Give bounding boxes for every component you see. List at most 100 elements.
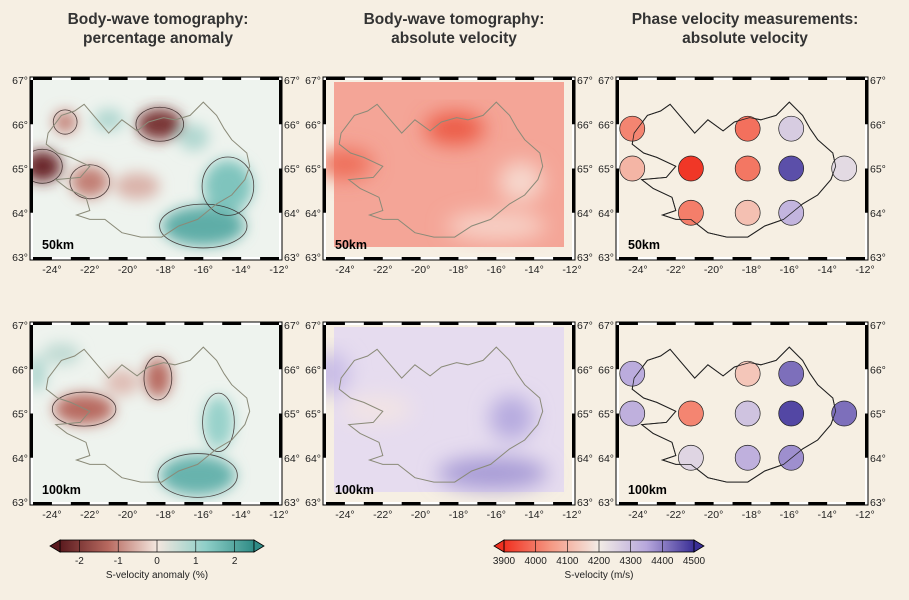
latitude-tick-label: 66° xyxy=(284,119,300,131)
latitude-tick-label: 66° xyxy=(12,119,28,131)
column-title-line2: percentage anomaly xyxy=(83,30,233,47)
phase-velocity-circle xyxy=(678,155,704,182)
latitude-tick-label: 65° xyxy=(284,409,300,421)
frame-tick xyxy=(572,325,575,370)
frame-tick xyxy=(279,80,282,125)
latitude-tick-label: 64° xyxy=(284,453,300,465)
colorbar-min-arrow xyxy=(493,539,505,553)
latitude-tick-label: 63° xyxy=(577,497,593,509)
frame-tick xyxy=(619,322,638,325)
frame-tick xyxy=(222,502,242,505)
depth-label: 50km xyxy=(335,238,367,252)
longitude-tick-label: -24° xyxy=(42,264,61,276)
latitude-tick-label: 63° xyxy=(598,252,614,264)
frame-tick xyxy=(363,77,383,80)
latitude-tick-label: 65° xyxy=(305,409,321,421)
anomaly-blob xyxy=(161,206,245,246)
phase-velocity-circle xyxy=(619,115,646,142)
contour-line xyxy=(33,148,63,184)
latitude-tick-label: 64° xyxy=(598,453,614,465)
frame-tick xyxy=(477,257,497,260)
frame-tick xyxy=(30,413,33,458)
iceland-coastline xyxy=(338,346,544,483)
frame-tick xyxy=(70,502,90,505)
frame-tick xyxy=(572,413,575,458)
frame-tick xyxy=(770,322,790,325)
phase-velocity-circle xyxy=(619,155,646,182)
frame-tick xyxy=(515,257,535,260)
longitude-tick-label: -16° xyxy=(780,509,799,521)
anomaly-blob xyxy=(53,110,77,134)
longitude-tick-label: -12° xyxy=(855,509,874,521)
colorbar-max-arrow xyxy=(693,539,705,553)
phase-velocity-circle xyxy=(778,400,805,427)
latitude-tick-label: 65° xyxy=(870,164,886,176)
frame-tick xyxy=(401,257,421,260)
frame-tick xyxy=(279,168,282,213)
latitude-tick-label: 67° xyxy=(577,75,593,87)
anomaly-blob xyxy=(178,124,209,151)
latitude-tick-label: 63° xyxy=(305,252,321,264)
longitude-tick-label: -24° xyxy=(42,509,61,521)
latitude-tick-label: 65° xyxy=(305,164,321,176)
frame-tick xyxy=(553,77,572,80)
frame-tick xyxy=(108,322,128,325)
frame-tick xyxy=(656,77,676,80)
phase-velocity-circle xyxy=(831,155,858,182)
frame-tick xyxy=(222,257,242,260)
longitude-tick-label: -22° xyxy=(80,264,99,276)
latitude-tick-label: 67° xyxy=(305,320,321,332)
latitude-tick-label: 63° xyxy=(598,497,614,509)
frame-tick xyxy=(184,77,204,80)
latitude-tick-label: 67° xyxy=(284,320,300,332)
frame-tick xyxy=(846,322,865,325)
latitude-tick-label: 67° xyxy=(870,75,886,87)
latitude-tick-label: 64° xyxy=(870,453,886,465)
column-title-line1: Body-wave tomography: xyxy=(363,11,545,28)
colorbar-min-arrow xyxy=(49,539,61,553)
phase-velocity-circle xyxy=(734,199,761,226)
frame-tick xyxy=(30,168,33,213)
latitude-tick-label: 64° xyxy=(305,453,321,465)
latitude-tick-label: 67° xyxy=(284,75,300,87)
latitude-tick-label: 63° xyxy=(284,252,300,264)
frame-tick xyxy=(279,325,282,370)
colorbar-tick-label: 0 xyxy=(154,556,160,567)
frame-tick xyxy=(439,257,459,260)
longitude-tick-label: -12° xyxy=(562,509,581,521)
longitude-tick-label: -22° xyxy=(373,264,392,276)
column-title-phase-velocity: Phase velocity measurements: absolute ve… xyxy=(595,10,895,48)
phase-velocity-circle xyxy=(619,400,646,427)
frame-tick xyxy=(326,502,345,505)
frame-tick xyxy=(363,322,383,325)
longitude-tick-label: -22° xyxy=(373,509,392,521)
colorbar-velocity: 3900 4000 4100 4200 4300 4400 4500 S-velocity (… xyxy=(493,539,706,581)
longitude-tick-label: -20° xyxy=(411,264,430,276)
phase-velocity-circle xyxy=(778,155,805,182)
frame-tick xyxy=(30,325,33,370)
column-title-line2: absolute velocity xyxy=(682,30,808,47)
frame-tick xyxy=(363,257,383,260)
latitude-tick-label: 67° xyxy=(12,320,28,332)
latitude-tick-label: 65° xyxy=(598,409,614,421)
longitude-tick-label: -18° xyxy=(449,264,468,276)
contour-line xyxy=(157,453,238,498)
latitude-tick-label: 63° xyxy=(12,252,28,264)
frame-tick xyxy=(222,322,242,325)
frame-tick xyxy=(323,168,326,213)
frame-tick xyxy=(515,77,535,80)
latitude-tick-label: 65° xyxy=(577,409,593,421)
anomaly-blob xyxy=(33,150,62,182)
latitude-tick-label: 64° xyxy=(870,208,886,220)
frame-tick xyxy=(694,77,714,80)
colorbar-tick-label: 4300 xyxy=(620,556,643,567)
latitude-tick-label: 67° xyxy=(12,75,28,87)
column-title-line2: absolute velocity xyxy=(391,30,517,47)
phase-velocity-circle xyxy=(831,400,858,427)
longitude-tick-label: -12° xyxy=(269,509,288,521)
latitude-tick-label: 66° xyxy=(870,119,886,131)
longitude-tick-label: -12° xyxy=(855,264,874,276)
map-field xyxy=(619,325,865,502)
frame-tick xyxy=(865,80,868,125)
